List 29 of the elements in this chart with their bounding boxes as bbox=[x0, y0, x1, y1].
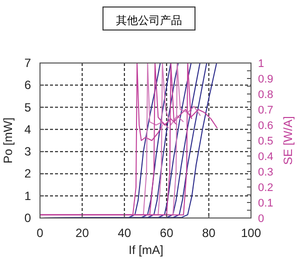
x-axis-title: If [mA] bbox=[128, 243, 164, 257]
y2-tick-label: 0.3 bbox=[258, 166, 274, 178]
y-axis-title: Po [mW] bbox=[1, 117, 15, 164]
x-tick-label: 0 bbox=[36, 226, 44, 240]
y2-tick-label: 0.7 bbox=[258, 104, 274, 116]
x-tick-label: 20 bbox=[76, 226, 90, 240]
y2-tick-label: 0.4 bbox=[258, 151, 274, 163]
y2-axis-title: SE [W/A] bbox=[281, 116, 295, 165]
y2-tick-label: 0.5 bbox=[258, 136, 274, 148]
x-tick-label: 60 bbox=[160, 226, 174, 240]
y2-tick-label: 0.2 bbox=[258, 182, 274, 194]
y2-tick-label: 0.1 bbox=[258, 198, 274, 210]
y2-tick-label: 0.8 bbox=[258, 89, 274, 101]
y-tick-label: 4 bbox=[24, 122, 32, 136]
x-tick-label: 100 bbox=[240, 226, 262, 240]
x-tick-label: 40 bbox=[118, 226, 132, 240]
y-tick-label: 0 bbox=[24, 211, 32, 225]
y2-tick-label: 0.9 bbox=[258, 74, 274, 86]
y-tick-label: 2 bbox=[24, 166, 32, 181]
y2-tick-label: 0.6 bbox=[258, 120, 274, 132]
y2-tick-label: 1 bbox=[258, 58, 264, 70]
chart-title: 其他公司产品 bbox=[116, 14, 182, 27]
y-tick-label: 7 bbox=[24, 56, 32, 70]
y-tick-label: 3 bbox=[24, 144, 32, 159]
y-tick-label: 5 bbox=[24, 100, 32, 114]
y-tick-label: 6 bbox=[24, 78, 32, 92]
y-tick-label: 1 bbox=[24, 188, 32, 203]
x-tick-label: 80 bbox=[202, 226, 216, 240]
y2-tick-label: 0 bbox=[258, 213, 264, 225]
